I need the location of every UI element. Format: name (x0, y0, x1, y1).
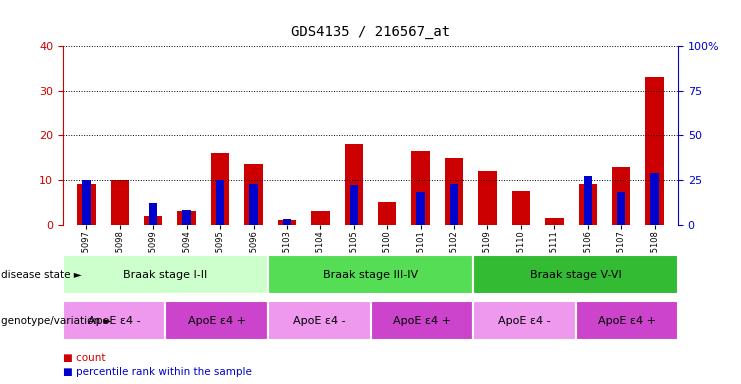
Bar (416, 192, 425, 225)
Text: ApoE ε4 -: ApoE ε4 - (293, 316, 345, 326)
Bar (584, 176, 592, 225)
Bar (645, 77, 664, 225)
Text: Braak stage V-VI: Braak stage V-VI (530, 270, 622, 280)
Bar (370, 301, 473, 340)
Bar (268, 255, 473, 294)
Bar (311, 211, 330, 225)
Bar (82, 180, 90, 225)
Bar (77, 184, 96, 225)
Bar (63, 301, 165, 340)
Bar (617, 192, 625, 225)
Bar (245, 164, 263, 225)
Text: Braak stage III-IV: Braak stage III-IV (323, 270, 418, 280)
Bar (378, 202, 396, 225)
Text: GDS4135 / 216567_at: GDS4135 / 216567_at (291, 25, 450, 39)
Text: ApoE ε4 -: ApoE ε4 - (498, 316, 551, 326)
Bar (350, 185, 358, 225)
Text: ■ percentile rank within the sample: ■ percentile rank within the sample (63, 367, 252, 377)
Bar (278, 220, 296, 225)
Bar (182, 210, 191, 225)
Bar (165, 301, 268, 340)
Bar (249, 184, 258, 225)
Bar (450, 184, 458, 225)
Text: ApoE ε4 +: ApoE ε4 + (393, 316, 451, 326)
Bar (445, 158, 463, 225)
Bar (283, 219, 291, 225)
Text: ■ count: ■ count (63, 353, 105, 363)
Bar (473, 255, 678, 294)
Text: ApoE ε4 +: ApoE ε4 + (187, 316, 246, 326)
Text: Braak stage I-II: Braak stage I-II (123, 270, 207, 280)
Bar (149, 203, 157, 225)
Bar (216, 180, 225, 225)
Bar (651, 173, 659, 225)
Bar (411, 151, 430, 225)
Text: genotype/variation ►: genotype/variation ► (1, 316, 111, 326)
Bar (612, 167, 631, 225)
Bar (144, 216, 162, 225)
Bar (345, 144, 363, 225)
Bar (177, 211, 196, 225)
Bar (268, 301, 370, 340)
Bar (478, 171, 496, 225)
Bar (110, 180, 129, 225)
Bar (512, 191, 530, 225)
Bar (545, 218, 564, 225)
Text: ApoE ε4 -: ApoE ε4 - (88, 316, 141, 326)
Bar (63, 255, 268, 294)
Bar (579, 184, 597, 225)
Bar (576, 301, 678, 340)
Bar (211, 153, 229, 225)
Text: ApoE ε4 +: ApoE ε4 + (598, 316, 656, 326)
Text: disease state ►: disease state ► (1, 270, 82, 280)
Bar (473, 301, 576, 340)
